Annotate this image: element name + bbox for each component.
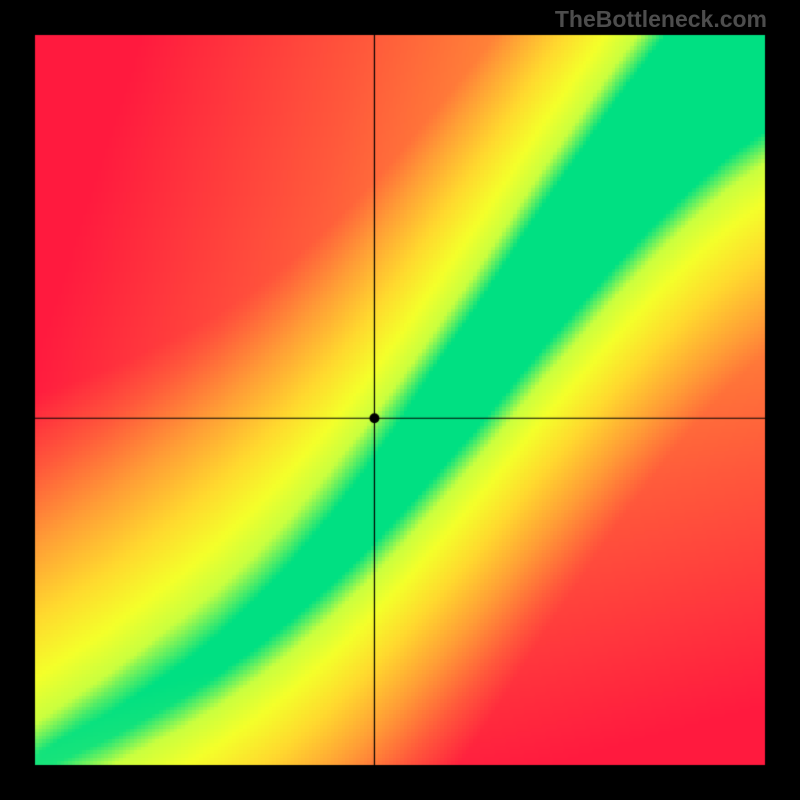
bottleneck-heatmap-canvas bbox=[0, 0, 800, 800]
watermark-text: TheBottleneck.com bbox=[555, 6, 767, 33]
chart-container: TheBottleneck.com bbox=[0, 0, 800, 800]
